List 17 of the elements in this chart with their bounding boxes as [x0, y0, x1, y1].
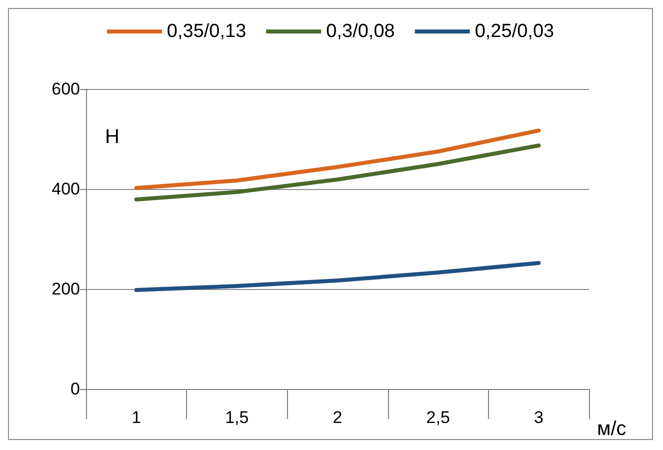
line-series [134, 261, 541, 292]
line-series [134, 144, 541, 202]
legend-label: 0,35/0,13 [166, 21, 246, 42]
x-tick-label: 3 [534, 408, 544, 427]
y-tick-label: 600 [52, 80, 80, 98]
y-axis-title: Н [105, 126, 120, 148]
y-tick-label: 0 [70, 380, 80, 398]
y-tick-label: 400 [52, 180, 80, 198]
x-tick-label: 2 [332, 408, 342, 427]
x-tick-label: 1,5 [225, 408, 249, 427]
line-series [134, 128, 541, 190]
legend-label: 0,25/0,03 [474, 21, 554, 42]
y-tick-label: 200 [52, 280, 80, 298]
x-axis-title: м/с [597, 418, 626, 440]
x-tick-label: 1 [132, 408, 142, 427]
legend-label: 0,3/0,08 [326, 21, 395, 42]
x-tick-label: 2,5 [426, 408, 450, 427]
